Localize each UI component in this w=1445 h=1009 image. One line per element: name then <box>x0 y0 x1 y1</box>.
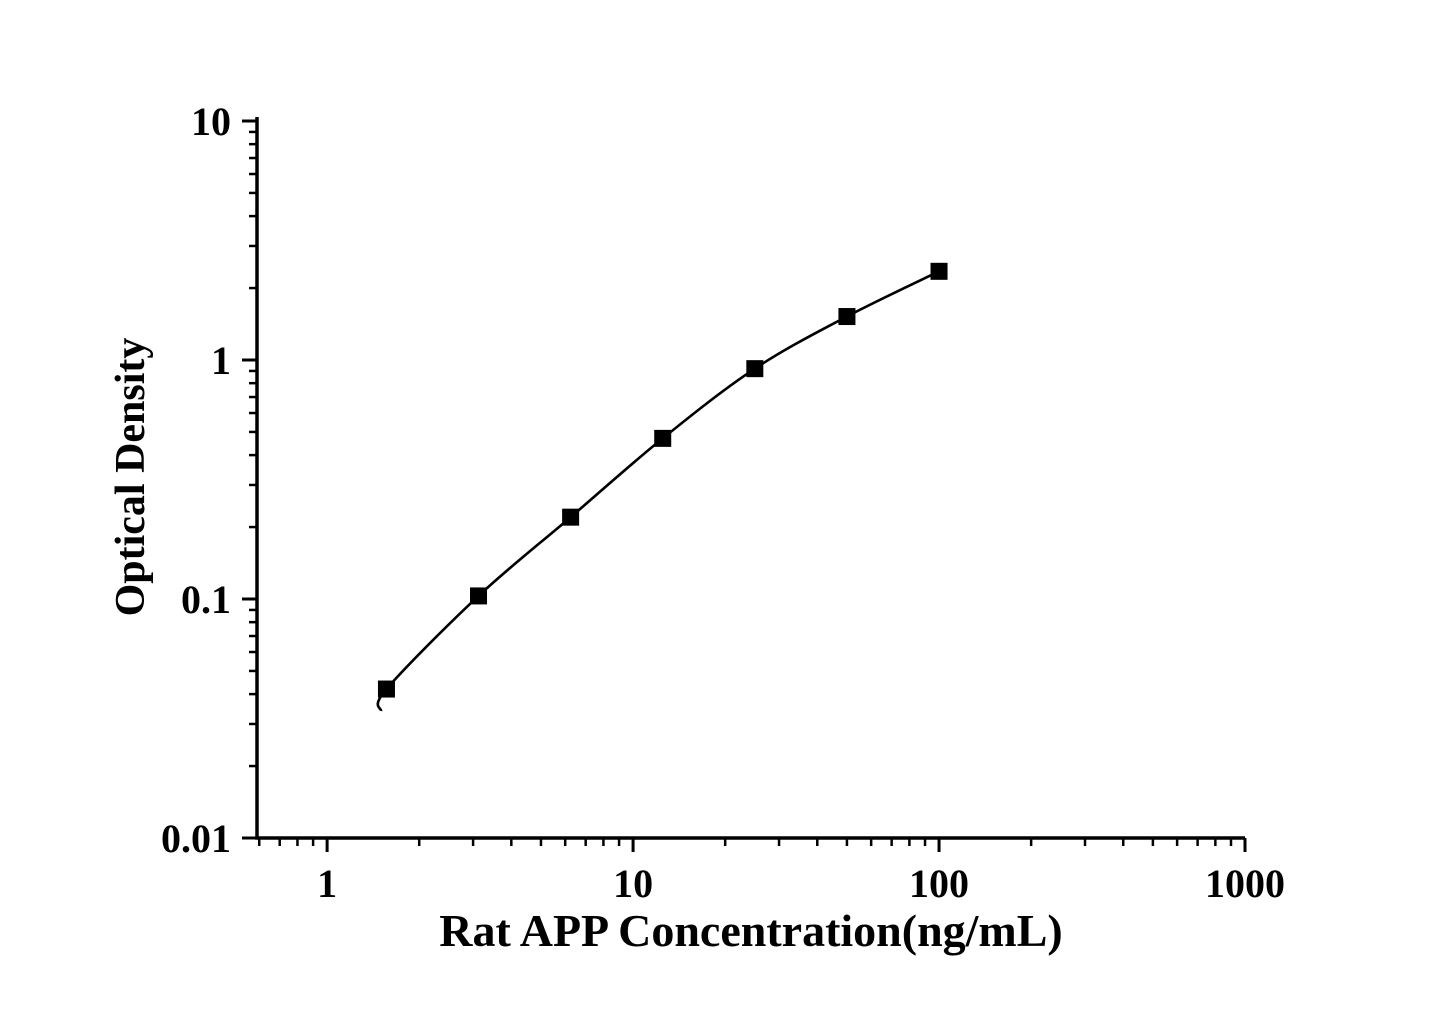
data-series <box>376 262 948 712</box>
x-axis-title: Rat APP Concentration(ng/mL) <box>439 905 1063 956</box>
data-point-marker <box>654 429 672 447</box>
data-point-marker <box>562 508 580 526</box>
y-axis-title: Optical Density <box>108 338 154 617</box>
x-tick-label: 100 <box>909 861 969 906</box>
x-tick-label: 10 <box>613 861 653 906</box>
x-tick-label: 1000 <box>1205 861 1285 906</box>
data-point-marker <box>930 262 948 280</box>
data-point-marker <box>377 680 395 698</box>
y-tick-label: 10 <box>191 99 231 144</box>
data-point-marker <box>470 587 488 605</box>
y-tick-label: 0.1 <box>181 577 231 622</box>
y-tick-label: 0.01 <box>161 816 231 861</box>
data-point-marker <box>838 308 856 326</box>
y-tick-label: 1 <box>211 338 231 383</box>
curve-line <box>376 270 940 712</box>
data-point-marker <box>746 360 764 378</box>
axis-frame <box>255 117 1245 840</box>
axes: 1 10 100 1000 0.01 0.1 1 10 <box>161 99 1285 906</box>
x-tick-label: 1 <box>317 861 337 906</box>
